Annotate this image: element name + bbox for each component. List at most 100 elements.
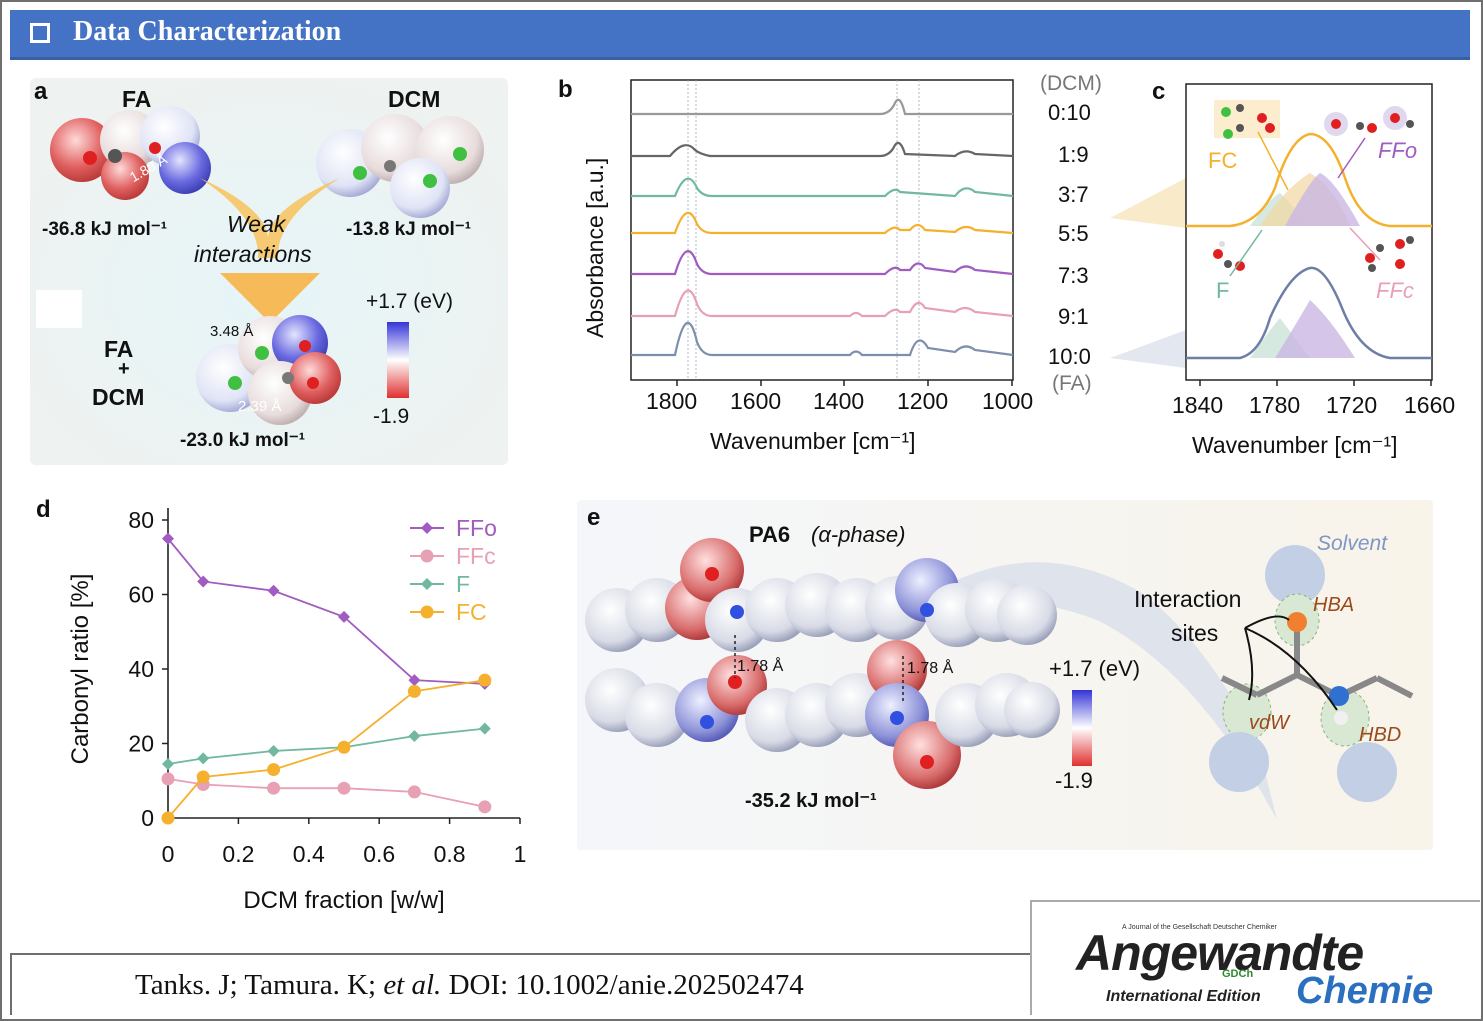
data-point [407,684,421,698]
x-tick: 1660 [1404,392,1456,418]
spectrum-line [631,289,1014,318]
x-tick-label: 0.8 [434,841,466,867]
scale-top-label: +1.7 (eV) [366,290,453,313]
hbd-label: HBD [1359,724,1402,746]
data-point [338,610,350,623]
fa-dcm-complex [196,315,341,425]
panel-label: d [36,496,51,523]
series-line [167,679,485,819]
spectrum-line [631,250,1014,276]
ratio-label: 7:3 [1058,263,1089,288]
data-point [478,722,491,735]
sites-label: sites [1171,620,1219,646]
fa-molecule [50,106,211,200]
ffo-label: FFo [1378,138,1418,163]
checkbox-icon [30,23,50,43]
combo-dcm-label: DCM [92,384,145,410]
x-tick-label: 0.6 [363,841,395,867]
scale-top-label: +1.7 (eV) [1049,656,1141,681]
dcm-label: DCM [388,86,441,112]
series-line [167,727,485,765]
legend-marker [420,549,434,563]
data-point [337,740,351,754]
series-line [167,538,485,685]
spectrum-line [631,98,1013,116]
pa6-energy: -35.2 kJ mol⁻¹ [745,790,877,812]
dcm-note: (DCM) [1040,72,1102,95]
section-title: Data Characterization [73,16,342,47]
data-point [478,673,492,687]
panel-label: b [558,76,573,103]
fa-note: (FA) [1052,372,1092,395]
x-tick: 1840 [1172,392,1224,418]
logo-gdch: GDCh [1222,968,1254,980]
panel-label: a [34,78,48,105]
legend-label: FFc [456,543,496,569]
interactions-label: interactions [194,241,312,267]
journal-logo: A Journal of the Gesellschaft Deutscher … [1030,900,1480,1015]
pa6-title: PA6 [749,522,791,547]
distance-label: 2.39 Å [238,398,282,415]
x-tick: 1720 [1326,392,1378,418]
panel-d: 0 20 40 60 80 0 0.2 0.4 0.6 0.8 1 DCM fraction [w/w… [30,490,550,930]
x-tick: 1400 [813,388,865,414]
spectrum-line [631,211,1014,235]
pa6-illustration [585,538,1414,820]
data-point [197,575,210,588]
x-tick: 1800 [646,388,698,414]
distance-label: 3.48 Å [210,323,254,340]
spectrum-line [631,141,1014,158]
legend-marker [421,522,433,534]
legend-label: FFo [456,515,497,541]
fc-composite-line [1186,132,1432,228]
logo-tagline: A Journal of the Gesellschaft Deutscher … [1122,924,1277,931]
panel-a-illustration [30,78,508,465]
fa-composite-line [1186,266,1432,360]
f-molecule-icon [1213,241,1245,271]
scale-bottom-label: -1.9 [373,405,410,428]
y-tick-label: 20 [128,731,154,757]
y-tick-label: 80 [128,507,154,533]
ratio-label: 3:7 [1058,182,1089,207]
dcm-energy: -13.8 kJ mol⁻¹ [346,219,472,240]
dcm-molecule [316,114,484,218]
interaction-sites-diagram [1209,545,1414,802]
vdw-label: vdW [1249,712,1289,734]
carbonyl-ratio-chart: 0 20 40 60 80 0 0.2 0.4 0.6 0.8 1 DCM fraction [w/w… [67,507,526,914]
section-header: Data Characterization [10,10,1470,60]
fc-label: FC [1208,148,1238,173]
weak-label: Weak [227,211,286,237]
pa6-lower-chain [585,640,1060,789]
citation-bar: Tanks. J; Tamura. K; et al. DOI: 10.1002… [10,953,1032,1015]
x-tick-label: 0 [162,841,175,867]
potential-color-scale [387,322,409,398]
data-point [337,781,351,795]
fa-energy: -36.8 kJ mol⁻¹ [42,219,168,240]
x-tick: 1200 [897,388,949,414]
ffc-molecule-icon [1365,236,1414,272]
ftir-spectra [630,79,1014,386]
legend-label: F [456,571,470,597]
ratio-label: 9:1 [1058,304,1089,329]
panel-c: c FC FFo F FFc 1840 1780 1720 1660 Waven… [1110,68,1470,468]
spectrum-line [631,321,1014,357]
data-point [407,785,421,799]
data-point [408,730,421,743]
data-point [267,781,281,795]
x-tick: 1780 [1249,392,1301,418]
data-point [478,800,492,814]
x-axis-label: Wavenumber [cm⁻¹] [710,428,916,454]
interaction-label: Interaction [1134,586,1242,612]
logo-chemie: Chemie [1296,970,1434,1012]
fa-label: FA [122,86,152,112]
combo-energy: -23.0 kJ mol⁻¹ [180,430,306,451]
deconvoluted-spectra [1110,83,1433,386]
y-axis-label: Absorbance [a.u.] [582,157,608,338]
data-point [161,772,175,786]
fc-molecule-icon [1214,100,1280,139]
logo-name: Angewandte [1076,925,1364,981]
x-axis-label: Wavenumber [cm⁻¹] [1192,432,1398,458]
data-point [161,811,175,825]
arrow-down-icon [220,273,320,323]
data-point [196,770,210,784]
